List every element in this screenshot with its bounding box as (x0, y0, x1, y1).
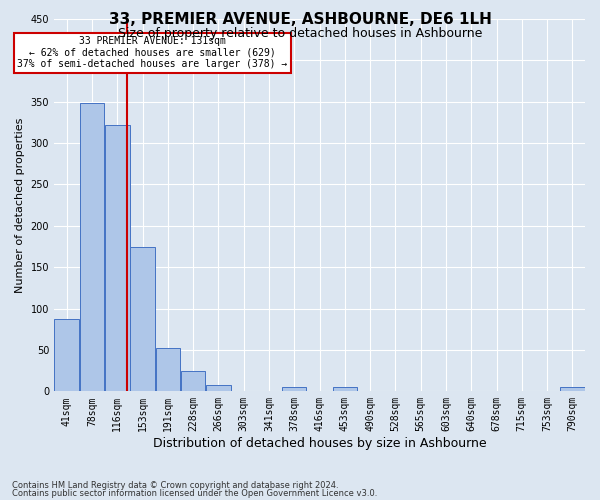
Bar (560, 387, 584, 392)
Text: 33, PREMIER AVENUE, ASHBOURNE, DE6 1LH: 33, PREMIER AVENUE, ASHBOURNE, DE6 1LH (109, 12, 491, 28)
Text: Contains public sector information licensed under the Open Government Licence v3: Contains public sector information licen… (12, 489, 377, 498)
Bar (55, 318, 79, 392)
Text: Contains HM Land Registry data © Crown copyright and database right 2024.: Contains HM Land Registry data © Crown c… (12, 480, 338, 490)
Bar (155, 348, 180, 392)
Bar (282, 387, 307, 392)
Text: Size of property relative to detached houses in Ashbourne: Size of property relative to detached ho… (118, 28, 482, 40)
Bar (206, 384, 230, 392)
Bar (181, 370, 205, 392)
Bar (332, 387, 357, 392)
X-axis label: Distribution of detached houses by size in Ashbourne: Distribution of detached houses by size … (153, 437, 487, 450)
Text: 33 PREMIER AVENUE: 131sqm
← 62% of detached houses are smaller (629)
37% of semi: 33 PREMIER AVENUE: 131sqm ← 62% of detac… (17, 36, 287, 69)
Y-axis label: Number of detached properties: Number of detached properties (15, 118, 25, 293)
Bar (80, 104, 104, 392)
Bar (130, 248, 155, 392)
Bar (105, 125, 130, 392)
